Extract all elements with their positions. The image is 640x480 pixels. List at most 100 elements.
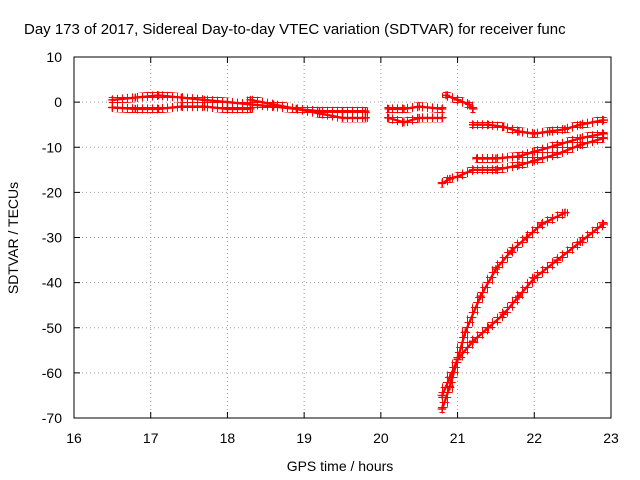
data-point-marker (108, 103, 117, 112)
data-point-marker (560, 208, 569, 217)
data-point-marker (384, 113, 393, 122)
data-point-marker (530, 129, 539, 138)
y-tick-label: -20 (42, 184, 62, 200)
data-point-marker (468, 104, 477, 113)
data-point-marker (468, 120, 477, 129)
data-point-marker (246, 95, 255, 104)
data-point-marker (491, 165, 500, 174)
series-track-6-core (444, 94, 475, 111)
y-tick-label: -30 (42, 230, 62, 246)
data-point-marker (315, 109, 324, 118)
data-point-marker (491, 265, 500, 274)
data-point-marker (560, 125, 569, 134)
data-point-marker (465, 100, 474, 109)
data-point-marker (177, 93, 186, 102)
data-point-marker (223, 104, 232, 113)
y-tick-label: -10 (42, 139, 62, 155)
data-point-marker (453, 95, 462, 104)
y-tick-label: 0 (54, 94, 62, 110)
y-tick-label: -70 (42, 410, 62, 426)
data-point-marker (453, 172, 462, 181)
data-point-marker (438, 104, 447, 113)
data-point-marker (499, 122, 508, 131)
data-point-marker (415, 102, 424, 111)
x-tick-label: 21 (450, 430, 466, 446)
x-tick-label: 19 (296, 430, 312, 446)
x-tick-label: 20 (373, 430, 389, 446)
data-point-marker (576, 238, 585, 247)
data-point-marker (338, 113, 347, 122)
chart-title: Day 173 of 2017, Sidereal Day-to-day VTE… (24, 21, 566, 38)
data-point-marker (438, 404, 447, 413)
y-axis-label: SDTVAR / TECUs (5, 182, 21, 294)
y-tick-labels: 10 0 -10 -20 -30 -40 -50 -60 -70 (42, 49, 62, 426)
series-group (107, 90, 608, 414)
x-tick-label: 23 (603, 430, 619, 446)
data-point-marker (468, 165, 477, 174)
x-tick-label: 17 (143, 430, 159, 446)
data-point-marker (545, 127, 554, 136)
data-point-marker (476, 292, 485, 301)
data-point-marker (177, 102, 186, 111)
data-point-marker (438, 391, 447, 400)
data-point-marker (491, 154, 500, 163)
data-point-marker (399, 104, 408, 113)
data-point-marker (131, 93, 140, 102)
series-track-9-core (441, 136, 605, 185)
series-track-7 (468, 115, 608, 139)
y-tick-label: -50 (42, 320, 62, 336)
data-point-marker (269, 100, 278, 109)
x-axis-label: GPS time / hours (287, 458, 394, 474)
data-point-marker (553, 150, 562, 159)
data-point-marker (507, 247, 516, 256)
data-point-marker (445, 174, 454, 183)
data-point-marker (530, 156, 539, 165)
data-point-marker (438, 179, 447, 188)
series-track-11 (437, 219, 608, 400)
data-point-marker (154, 104, 163, 113)
y-tick-label: -60 (42, 365, 62, 381)
data-point-marker (599, 116, 608, 125)
x-tick-labels: 16 17 18 19 20 21 22 23 (66, 430, 619, 446)
data-point-marker (472, 154, 481, 163)
data-point-marker (576, 140, 585, 149)
data-point-marker (200, 102, 209, 111)
data-point-marker (292, 104, 301, 113)
data-point-marker (384, 104, 393, 113)
data-point-marker (399, 118, 408, 127)
data-point-marker (522, 233, 531, 242)
data-point-marker (461, 328, 470, 337)
data-point-marker (537, 219, 546, 228)
y-tick-label: 10 (46, 49, 62, 65)
data-point-marker (514, 292, 523, 301)
data-point-marker (530, 274, 539, 283)
series-track-5-core (387, 116, 444, 124)
data-point-marker (131, 104, 140, 113)
data-point-marker (108, 95, 117, 104)
data-point-marker (514, 127, 523, 136)
x-tick-label: 16 (66, 430, 82, 446)
data-point-marker (154, 91, 163, 100)
data-point-marker (599, 219, 608, 228)
data-point-marker (514, 152, 523, 161)
series-track-4-core (387, 105, 444, 111)
grid (74, 57, 611, 418)
data-point-marker (530, 147, 539, 156)
data-point-marker (484, 120, 493, 129)
data-point-marker (361, 113, 370, 122)
data-point-marker (484, 323, 493, 332)
data-point-marker (415, 113, 424, 122)
x-tick-label: 18 (220, 430, 236, 446)
data-point-marker (438, 113, 447, 122)
data-point-marker (453, 355, 462, 364)
data-point-marker (553, 256, 562, 265)
data-point-marker (445, 373, 454, 382)
series-track-11-core (441, 222, 605, 397)
data-point-marker (499, 310, 508, 319)
x-tick-label: 22 (526, 430, 542, 446)
y-tick-label: -40 (42, 275, 62, 291)
data-point-marker (553, 140, 562, 149)
data-point-marker (599, 134, 608, 143)
data-point-marker (514, 161, 523, 170)
